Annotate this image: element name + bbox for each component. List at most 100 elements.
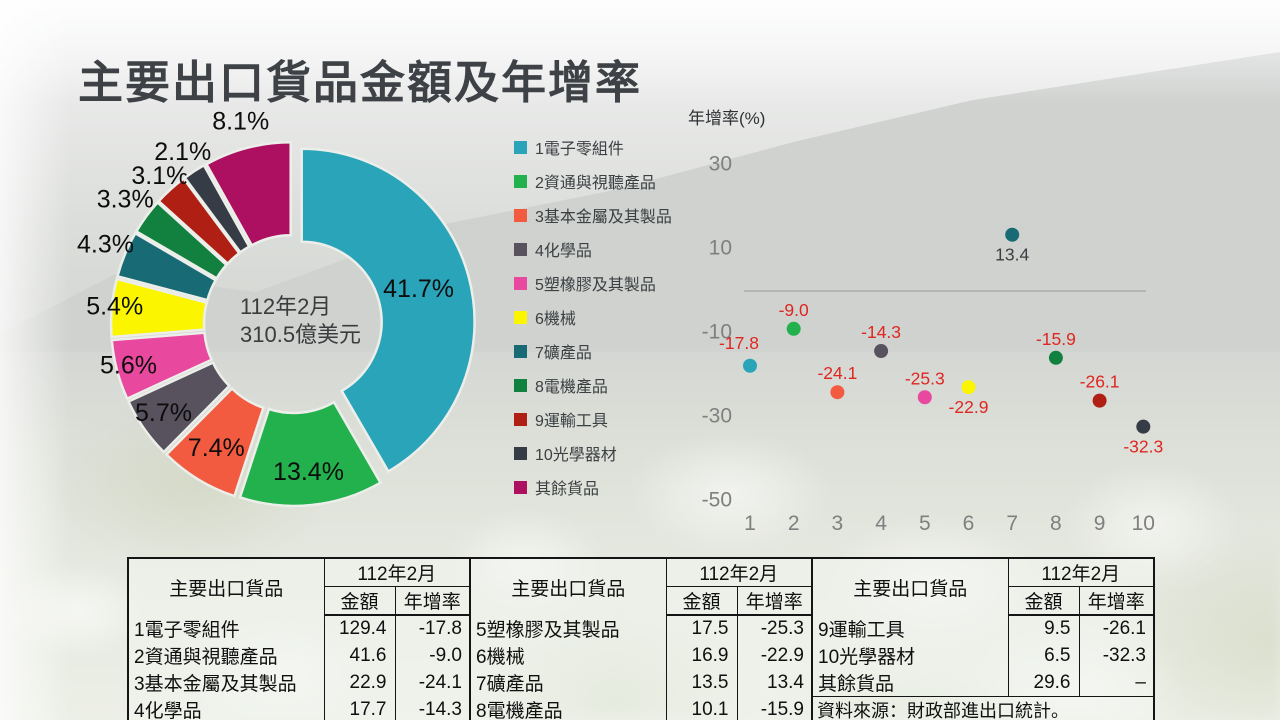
col-header-period: 112年2月 (324, 558, 470, 587)
legend-label: 2資通與視聽產品 (535, 175, 656, 192)
legend-label: 8電機產品 (535, 379, 608, 396)
legend-item-6: 6機械 (514, 309, 576, 328)
legend: 1電子零組件 2資通與視聽產品 3基本金屬及其製品 4化學品 5塑橡膠及其製品 6機械 7礦… (514, 139, 684, 509)
legend-swatch-icon (514, 446, 527, 460)
cell-amount: 41.6 (323, 642, 395, 669)
cell-yoy: 13.4 (736, 669, 812, 696)
y-tick-label: 30 (709, 153, 732, 176)
col-header-yoy: 年增率 (1078, 586, 1154, 616)
scatter-point-label-2: -9.0 (779, 300, 809, 320)
legend-swatch-icon (514, 378, 527, 392)
legend-swatch-icon (514, 140, 527, 154)
legend-swatch-icon (514, 208, 527, 222)
donut-slice-label-3: 7.4% (188, 434, 245, 462)
x-tick-label-9: 9 (1094, 512, 1106, 535)
col-header-name: 主要出口貨品 (812, 558, 1009, 615)
cell-yoy: -15.9 (736, 696, 812, 720)
scatter-chart: 年增率(%) 30 10 -10 -30 -50 1 2 3 4 5 6 7 8 9 10 -17.8 -9.0… (680, 95, 1240, 545)
col-header-yoy: 年增率 (394, 586, 470, 616)
legend-item-11: 其餘貨品 (514, 479, 599, 498)
scatter-point-label-9: -26.1 (1080, 372, 1120, 392)
data-tables: 主要出口貨品 112年2月 金額 年增率 1電子零組件 129.4 -17.8 2資通與視聽產… (127, 557, 1155, 720)
export-table-2: 主要出口貨品 112年2月 金額 年增率 5塑橡膠及其製品 17.5 -25.3 6機械 16.… (469, 557, 813, 720)
col-header-period: 112年2月 (1008, 558, 1154, 587)
x-tick-label-4: 4 (875, 512, 887, 535)
cell-item-name: 8電機產品 (476, 701, 563, 720)
legend-label: 10光學器材 (535, 447, 617, 464)
y-tick-label: -30 (702, 405, 732, 428)
legend-label: 7礦產品 (535, 345, 592, 362)
cell-amount: 17.5 (665, 615, 737, 642)
table-row: 4化學品 17.7 -14.3 (128, 696, 470, 720)
donut-slice-5 (110, 331, 214, 401)
cell-yoy: -17.8 (394, 615, 470, 642)
cell-item-name: 1電子零組件 (134, 620, 240, 641)
cell-yoy: -32.3 (1078, 642, 1154, 669)
cell-yoy: -24.1 (394, 669, 470, 696)
cell-yoy: -25.3 (736, 615, 812, 642)
scatter-point-label-4: -14.3 (861, 322, 901, 342)
table-row: 5塑橡膠及其製品 17.5 -25.3 (470, 615, 812, 642)
cell-yoy: -26.1 (1078, 615, 1154, 642)
donut-center-amount: 310.5億美元 (240, 322, 362, 347)
donut-slice-1 (300, 147, 476, 474)
x-tick-label-8: 8 (1050, 512, 1062, 535)
donut-slice-9 (156, 176, 241, 266)
legend-label: 1電子零組件 (535, 141, 624, 158)
scatter-plot-area: 30 10 -10 -30 -50 1 2 3 4 5 6 7 8 9 10 -17.8 -9.0 -24.1 -1… (702, 153, 1164, 535)
donut-slice-label-8: 3.3% (97, 186, 154, 214)
cell-amount: 22.9 (323, 669, 395, 696)
cell-amount: 29.6 (1007, 669, 1079, 697)
cell-yoy: -22.9 (736, 642, 812, 669)
legend-swatch-icon (514, 412, 527, 426)
legend-item-1: 1電子零組件 (514, 139, 624, 158)
x-tick-label-5: 5 (919, 512, 931, 535)
x-tick-label-3: 3 (832, 512, 844, 535)
scatter-point-5 (917, 390, 932, 405)
legend-swatch-icon (514, 344, 527, 358)
x-tick-label-2: 2 (788, 512, 800, 535)
scatter-point-3 (830, 385, 845, 400)
cell-item-name: 7礦產品 (476, 674, 544, 695)
legend-swatch-icon (514, 276, 527, 290)
donut-slice-6 (109, 277, 209, 339)
donut-slice-8 (134, 200, 229, 281)
legend-item-7: 7礦產品 (514, 343, 592, 362)
donut-slice-label-10: 2.1% (154, 138, 211, 166)
scatter-point-label-10: -32.3 (1123, 437, 1163, 457)
col-header-yoy: 年增率 (736, 586, 812, 616)
y-tick-label: 10 (709, 237, 732, 260)
cell-amount: 16.9 (665, 642, 737, 669)
table-row: 10光學器材 6.5 -32.3 (812, 642, 1154, 669)
scatter-point-label-7: 13.4 (995, 245, 1029, 265)
legend-label: 3基本金屬及其製品 (535, 209, 672, 226)
cell-yoy: – (1078, 669, 1154, 697)
donut-slice-label-11: 8.1% (212, 107, 269, 135)
col-header-name: 主要出口貨品 (470, 558, 667, 615)
cell-item-name: 6機械 (476, 647, 525, 668)
scatter-point-7 (1005, 227, 1020, 242)
export-table-1: 主要出口貨品 112年2月 金額 年增率 1電子零組件 129.4 -17.8 2資通與視聽產… (127, 557, 471, 720)
legend-label: 9運輸工具 (535, 413, 608, 430)
cell-amount: 6.5 (1007, 642, 1079, 669)
cell-item-name: 2資通與視聽產品 (134, 647, 278, 668)
scatter-point-label-3: -24.1 (817, 363, 857, 383)
scatter-point-9 (1092, 393, 1107, 408)
legend-swatch-icon (514, 480, 527, 494)
cell-item-name: 9運輸工具 (818, 620, 905, 641)
cell-item-name: 其餘貨品 (818, 674, 895, 695)
donut-slice-label-2: 13.4% (273, 458, 344, 486)
scatter-point-label-8: -15.9 (1036, 329, 1076, 349)
donut-slice-label-6: 5.4% (86, 293, 143, 321)
legend-swatch-icon (514, 242, 527, 256)
legend-swatch-icon (514, 310, 527, 324)
table-row: 2資通與視聽產品 41.6 -9.0 (128, 642, 470, 669)
cell-item-name: 5塑橡膠及其製品 (476, 620, 620, 641)
x-tick-label-7: 7 (1006, 512, 1018, 535)
legend-item-3: 3基本金屬及其製品 (514, 207, 672, 226)
donut-center-period: 112年2月 (240, 294, 332, 319)
donut-slice-label-7: 4.3% (77, 231, 134, 259)
donut-slice-2 (238, 400, 383, 508)
scatter-point-label-6: -22.9 (949, 397, 989, 417)
